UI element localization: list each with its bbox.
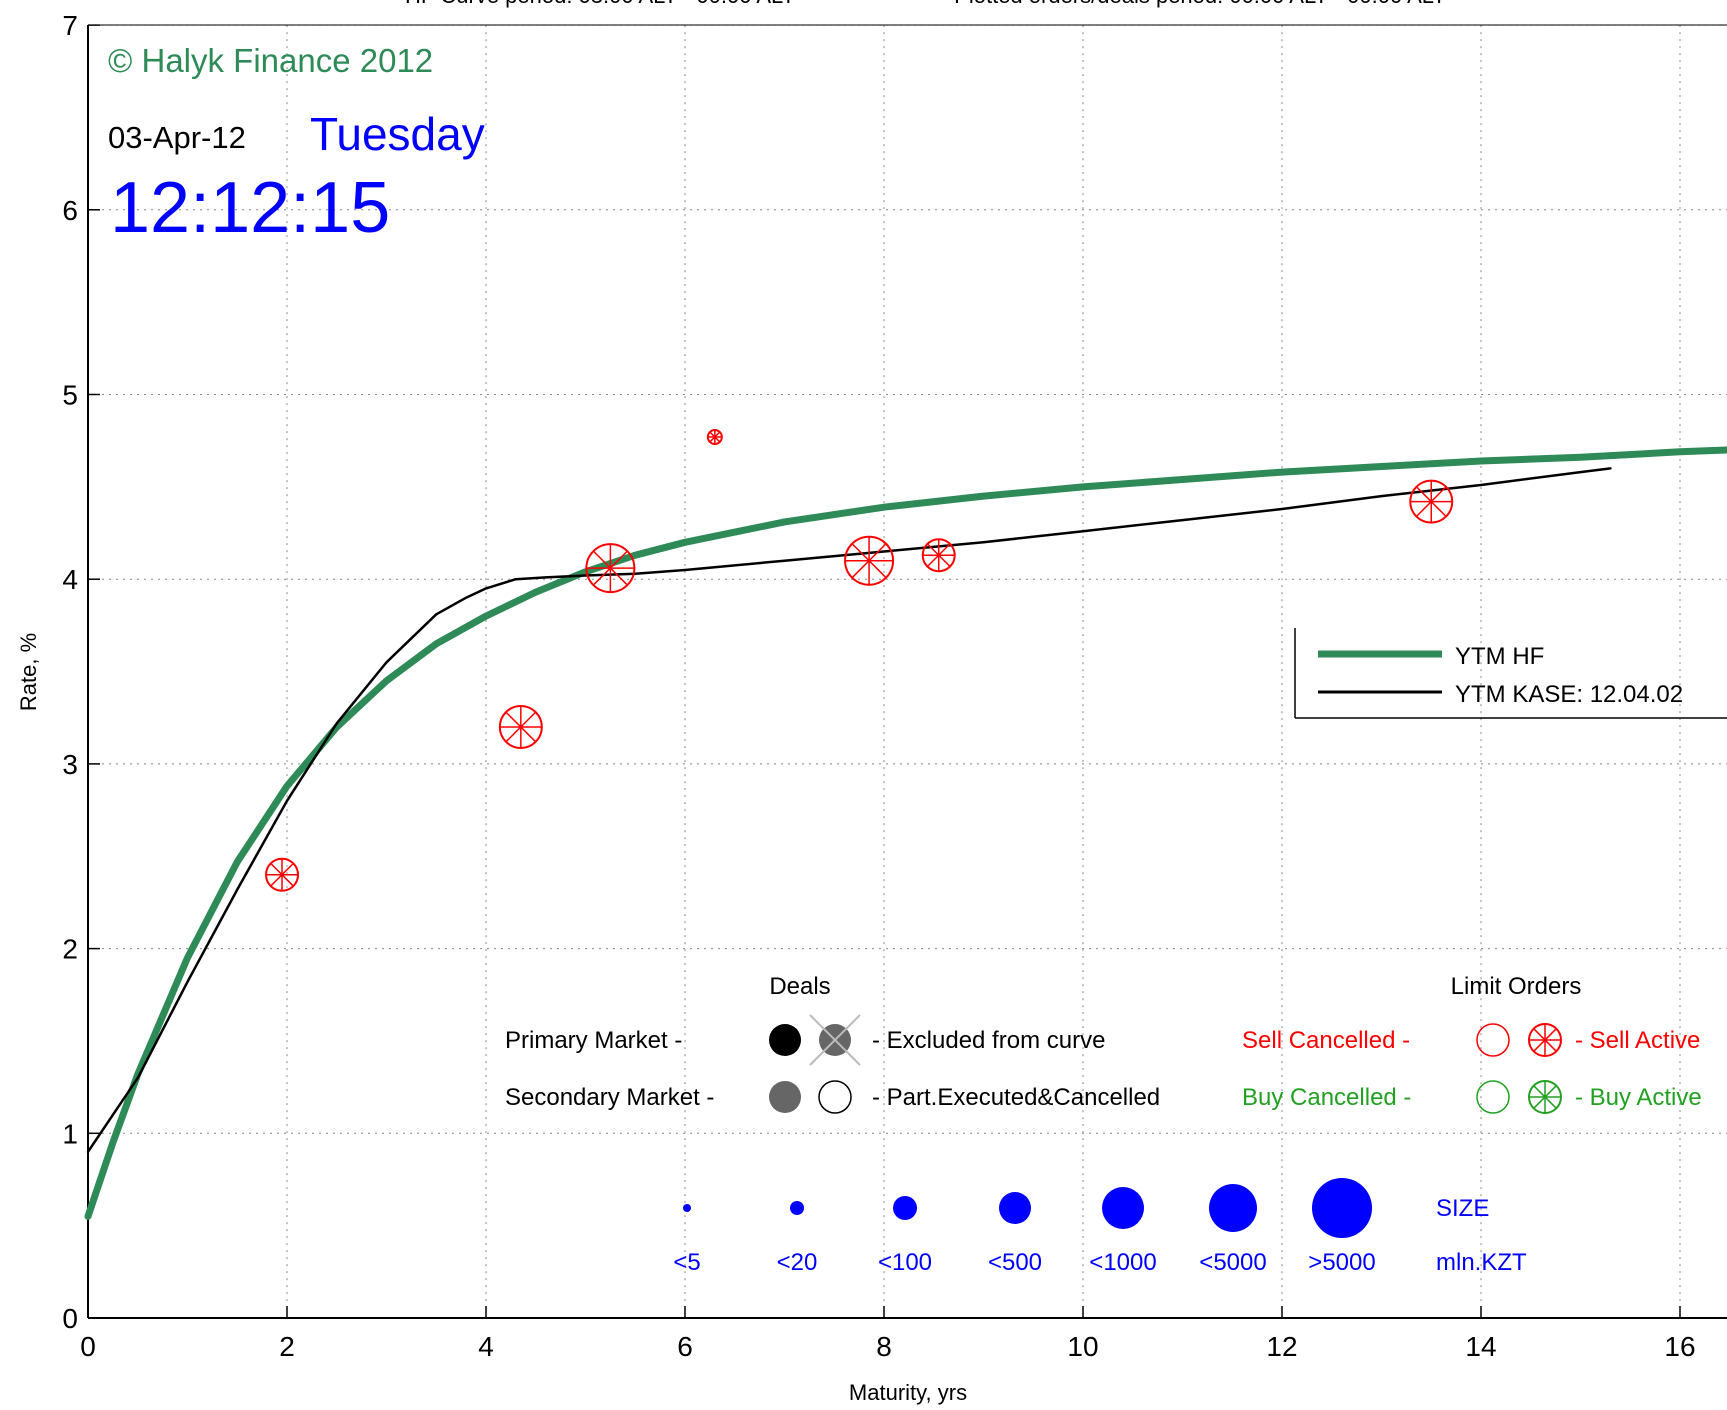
deals-title: Deals	[769, 973, 830, 1000]
y-tick-label: 5	[62, 380, 78, 411]
size-class-label: <5	[673, 1249, 700, 1276]
sell-cancelled-label: Sell Cancelled -	[1242, 1027, 1410, 1054]
x-tick-label: 2	[279, 1331, 295, 1362]
legend-label-kase: YTM KASE: 12.04.02	[1455, 681, 1683, 708]
copyright-label: © Halyk Finance 2012	[108, 42, 433, 79]
y-tick-label: 1	[62, 1118, 78, 1149]
size-class-label: <100	[878, 1249, 932, 1276]
x-tick-label: 16	[1664, 1331, 1695, 1362]
size-dot	[893, 1196, 917, 1220]
sell-active-marker	[1528, 1023, 1562, 1057]
size-class-label: <500	[988, 1249, 1042, 1276]
sell-active-symbol	[1528, 1023, 1562, 1057]
part-executed-label: - Part.Executed&Cancelled	[872, 1084, 1160, 1111]
size-title: SIZE	[1436, 1195, 1489, 1222]
buy-active-marker	[1528, 1080, 1562, 1114]
time-label: 12:12:15	[110, 168, 390, 248]
size-dot	[1102, 1187, 1144, 1229]
x-tick-label: 8	[876, 1331, 892, 1362]
buy-cancelled-marker	[1476, 1080, 1510, 1114]
buy-cancelled-label: Buy Cancelled -	[1242, 1084, 1411, 1111]
y-tick-label: 4	[62, 564, 78, 595]
order-point	[585, 543, 636, 594]
curve-series	[84, 446, 1727, 1220]
sell-active-label: - Sell Active	[1575, 1027, 1700, 1054]
limit-orders-title: Limit Orders	[1451, 973, 1582, 1000]
series-line-ytm-kase	[86, 467, 1612, 1154]
y-tick-label: 2	[62, 934, 78, 965]
order-point	[498, 704, 543, 749]
part-executed-marker	[818, 1080, 852, 1114]
x-tick-label: 0	[80, 1331, 96, 1362]
curve-period-subtitle: HF Curve period: 03.00 ALT - 00.00 ALT	[405, 0, 795, 8]
size-dot	[999, 1192, 1031, 1224]
y-tick-label: 3	[62, 749, 78, 780]
date-label: 03-Apr-12	[108, 120, 246, 155]
size-class-label: >5000	[1308, 1249, 1375, 1276]
secondary-market-label: Secondary Market -	[505, 1084, 714, 1111]
buy-active-label: - Buy Active	[1575, 1084, 1702, 1111]
order-point	[706, 428, 723, 445]
axes	[87, 24, 1727, 1319]
order-point	[265, 857, 300, 892]
size-dot	[1312, 1178, 1372, 1238]
primary-deal-marker	[769, 1024, 801, 1056]
y-tick-label: 6	[62, 195, 78, 226]
size-dot	[1209, 1184, 1257, 1232]
excluded-deal-marker	[809, 1014, 861, 1066]
legend-label-hf: YTM HF	[1455, 643, 1544, 670]
size-class-label: <20	[777, 1249, 818, 1276]
y-axis-label: Rate, %	[16, 633, 41, 711]
x-tick-label: 4	[478, 1331, 494, 1362]
x-tick-label: 6	[677, 1331, 693, 1362]
x-tick-label: 14	[1465, 1331, 1496, 1362]
y-tick-label: 7	[62, 10, 78, 41]
buy-active-symbol	[1528, 1080, 1562, 1114]
y-tick-label: 0	[62, 1303, 78, 1334]
size-class-label: <5000	[1199, 1249, 1266, 1276]
x-axis-label: Maturity, yrs	[849, 1380, 967, 1405]
orders-period-subtitle: Plotted orders/deals period: 00.00 ALT -…	[954, 0, 1446, 8]
order-point	[921, 538, 956, 573]
secondary-deal-marker	[769, 1081, 801, 1113]
legend: YTM HF YTM KASE: 12.04.02	[1294, 628, 1727, 719]
excluded-from-curve-label: - Excluded from curve	[872, 1027, 1105, 1054]
primary-market-label: Primary Market -	[505, 1027, 682, 1054]
size-dot	[683, 1204, 691, 1212]
marker-key: Deals Limit Orders Primary Market - - Ex…	[505, 973, 1702, 1114]
x-tick-label: 12	[1266, 1331, 1297, 1362]
series-line-ytm-hf	[84, 446, 1727, 1220]
size-class-label: <1000	[1089, 1249, 1156, 1276]
size-dot	[790, 1201, 804, 1215]
order-point	[1409, 479, 1454, 524]
weekday-label: Tuesday	[310, 108, 485, 160]
order-markers	[265, 428, 1454, 892]
size-unit: mln.KZT	[1436, 1249, 1527, 1276]
order-point	[844, 535, 895, 586]
size-scale: SIZE mln.KZT <5 <20 <100 <500 <1000 <5000 >500…	[673, 1178, 1527, 1276]
sell-cancelled-marker	[1476, 1023, 1510, 1057]
x-tick-label: 10	[1067, 1331, 1098, 1362]
